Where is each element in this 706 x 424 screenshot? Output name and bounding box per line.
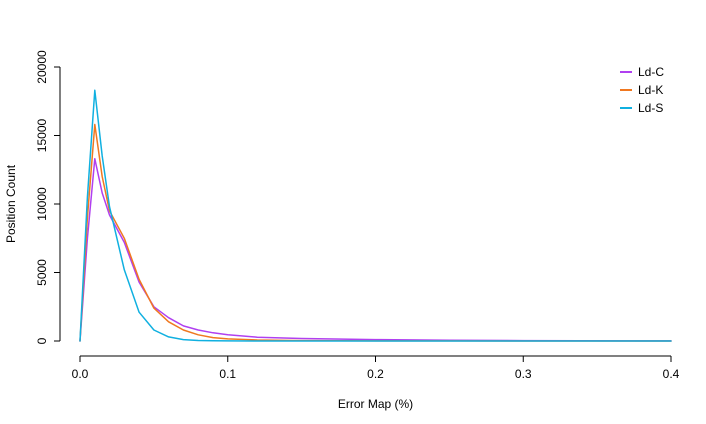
x-tick-label: 0.3 [515, 367, 532, 381]
y-tick-label: 20000 [35, 50, 49, 84]
series-line-ld-c [79, 158, 672, 342]
y-tick-label: 10000 [35, 187, 49, 221]
x-axis: 0.0 0.1 0.2 0.3 0.4 [72, 355, 680, 381]
x-tick-label: 0.4 [663, 367, 680, 381]
series-line-ld-k [79, 123, 672, 342]
x-tick-label: 0.0 [72, 367, 89, 381]
x-axis-title: Error Map (%) [338, 397, 413, 411]
x-tick-label: 0.1 [219, 367, 236, 381]
series-line-ld-s [79, 89, 672, 342]
y-tick-label: 5000 [35, 259, 49, 286]
legend-label: Ld-S [638, 101, 663, 115]
x-tick-label: 0.2 [367, 367, 384, 381]
legend: Ld-C Ld-K Ld-S [620, 65, 664, 115]
y-tick-label: 0 [35, 337, 49, 344]
legend-label: Ld-K [638, 83, 663, 97]
y-axis: 0 5000 10000 15000 20000 [35, 50, 61, 344]
legend-label: Ld-C [638, 65, 664, 79]
y-axis-title: Position Count [4, 164, 18, 243]
series-group [79, 89, 672, 342]
y-tick-label: 15000 [35, 118, 49, 152]
